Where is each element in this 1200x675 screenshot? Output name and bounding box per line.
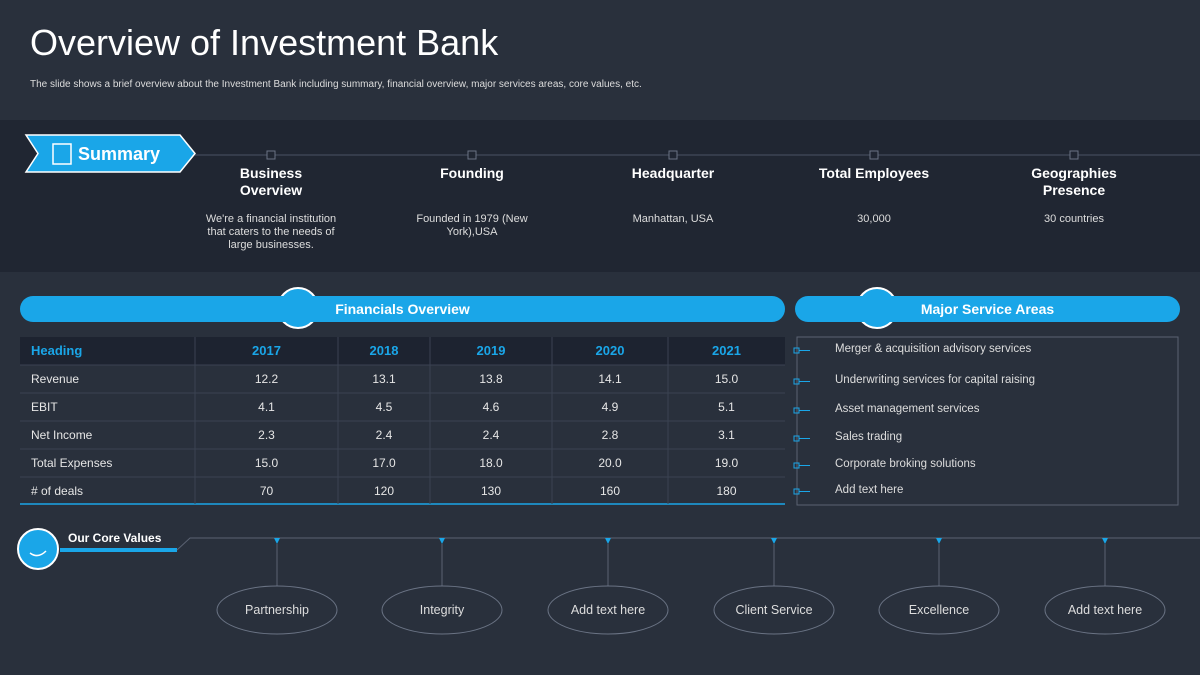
core-value: Add text here [570,603,646,617]
value-ellipse [547,585,669,635]
summary-heading: Total Employees [818,165,930,181]
summary-text: 30 countries [1044,213,1104,225]
value-marker [439,538,445,544]
timeline-marker [668,150,678,160]
core-value: Add text here [1067,603,1143,617]
table-cell: 70 [259,484,274,498]
service-item: Merger & acquisition advisory services [835,343,1032,355]
summary-text: Founded in 1979 (New York),USA [416,213,528,238]
service-item: Underwriting services for capital raisin… [835,374,1036,386]
core-value: Excellence [908,603,970,617]
table-cell: 15.0 [254,456,279,470]
table-cell: 14.1 [598,372,622,386]
table-cell: 15.0 [714,372,739,386]
table-cell: 4.6 [482,400,500,414]
table-cell: Net Income [31,428,93,442]
timeline-marker [869,150,879,160]
table-header: Heading [31,343,83,358]
core-value: Client Service [735,603,813,617]
table-cell: 13.1 [372,372,396,386]
table-header: 2017 [252,343,281,358]
value-ellipse [878,585,1000,635]
service-item: Asset management services [835,403,980,415]
table-cell: 2.8 [601,428,619,442]
value-marker [605,538,611,544]
table-cell: EBIT [31,400,58,414]
table-header: 2019 [476,343,506,358]
table-cell: 12.2 [254,372,279,386]
table-cell: Total Expenses [31,456,113,470]
services-title: Major Service Areas [795,296,1180,322]
table-cell: 160 [599,484,621,498]
summary-text: Manhattan, USA [632,213,714,225]
table-cell: 4.5 [375,400,393,414]
timeline-marker [266,150,276,160]
table-cell: 5.1 [718,400,735,414]
table-cell: 2.4 [375,428,393,442]
table-cell: 180 [716,484,737,498]
subtitle: The slide shows a brief overview about t… [30,79,642,90]
summary-text: 30,000 [857,213,891,225]
value-marker [771,538,777,544]
table-cell: # of deals [31,484,84,498]
timeline-marker [1069,150,1079,160]
table-cell: 2.4 [482,428,500,442]
table-cell: 4.9 [601,400,619,414]
table-cell: 3.1 [718,428,735,442]
table-cell: Revenue [31,372,80,386]
timeline-marker [467,150,477,160]
summary-heading: Founding [440,165,504,181]
table-cell: 19.0 [714,456,739,470]
table-cell: 120 [373,484,395,498]
service-item: Corporate broking solutions [835,458,976,470]
value-ellipse [381,585,503,635]
value-marker [936,538,942,544]
table-cell: 4.1 [258,400,275,414]
summary-heading: Geographies Presence [1031,165,1117,198]
value-marker [274,538,280,544]
financials-title: Financials Overview [20,296,785,322]
table-header: 2018 [369,343,399,358]
title: Overview of Investment Bank [30,22,499,63]
value-ellipse [216,585,338,635]
table-cell: 13.8 [479,372,503,386]
table-cell: 20.0 [598,456,622,470]
summary-text: We're a financial institution that cater… [205,213,337,251]
table-cell: 2.3 [258,428,275,442]
table-header: 2020 [595,343,625,358]
service-item: Add text here [835,484,904,496]
core-value: Partnership [245,603,309,617]
table-cell: 130 [480,484,502,498]
core-values-title: Our Core Values [68,531,162,545]
value-ellipse [713,585,835,635]
summary-heading: Headquarter [631,165,715,181]
value-ellipse [1044,585,1166,635]
table-cell: 17.0 [372,456,396,470]
service-item: Sales trading [835,431,903,443]
table-cell: 18.0 [479,456,503,470]
value-marker [1102,538,1108,544]
summary-heading: Business Overview [239,165,303,198]
core-value: Integrity [419,603,465,617]
table-header: 2021 [712,343,741,358]
summary-label: Summary [78,144,161,164]
